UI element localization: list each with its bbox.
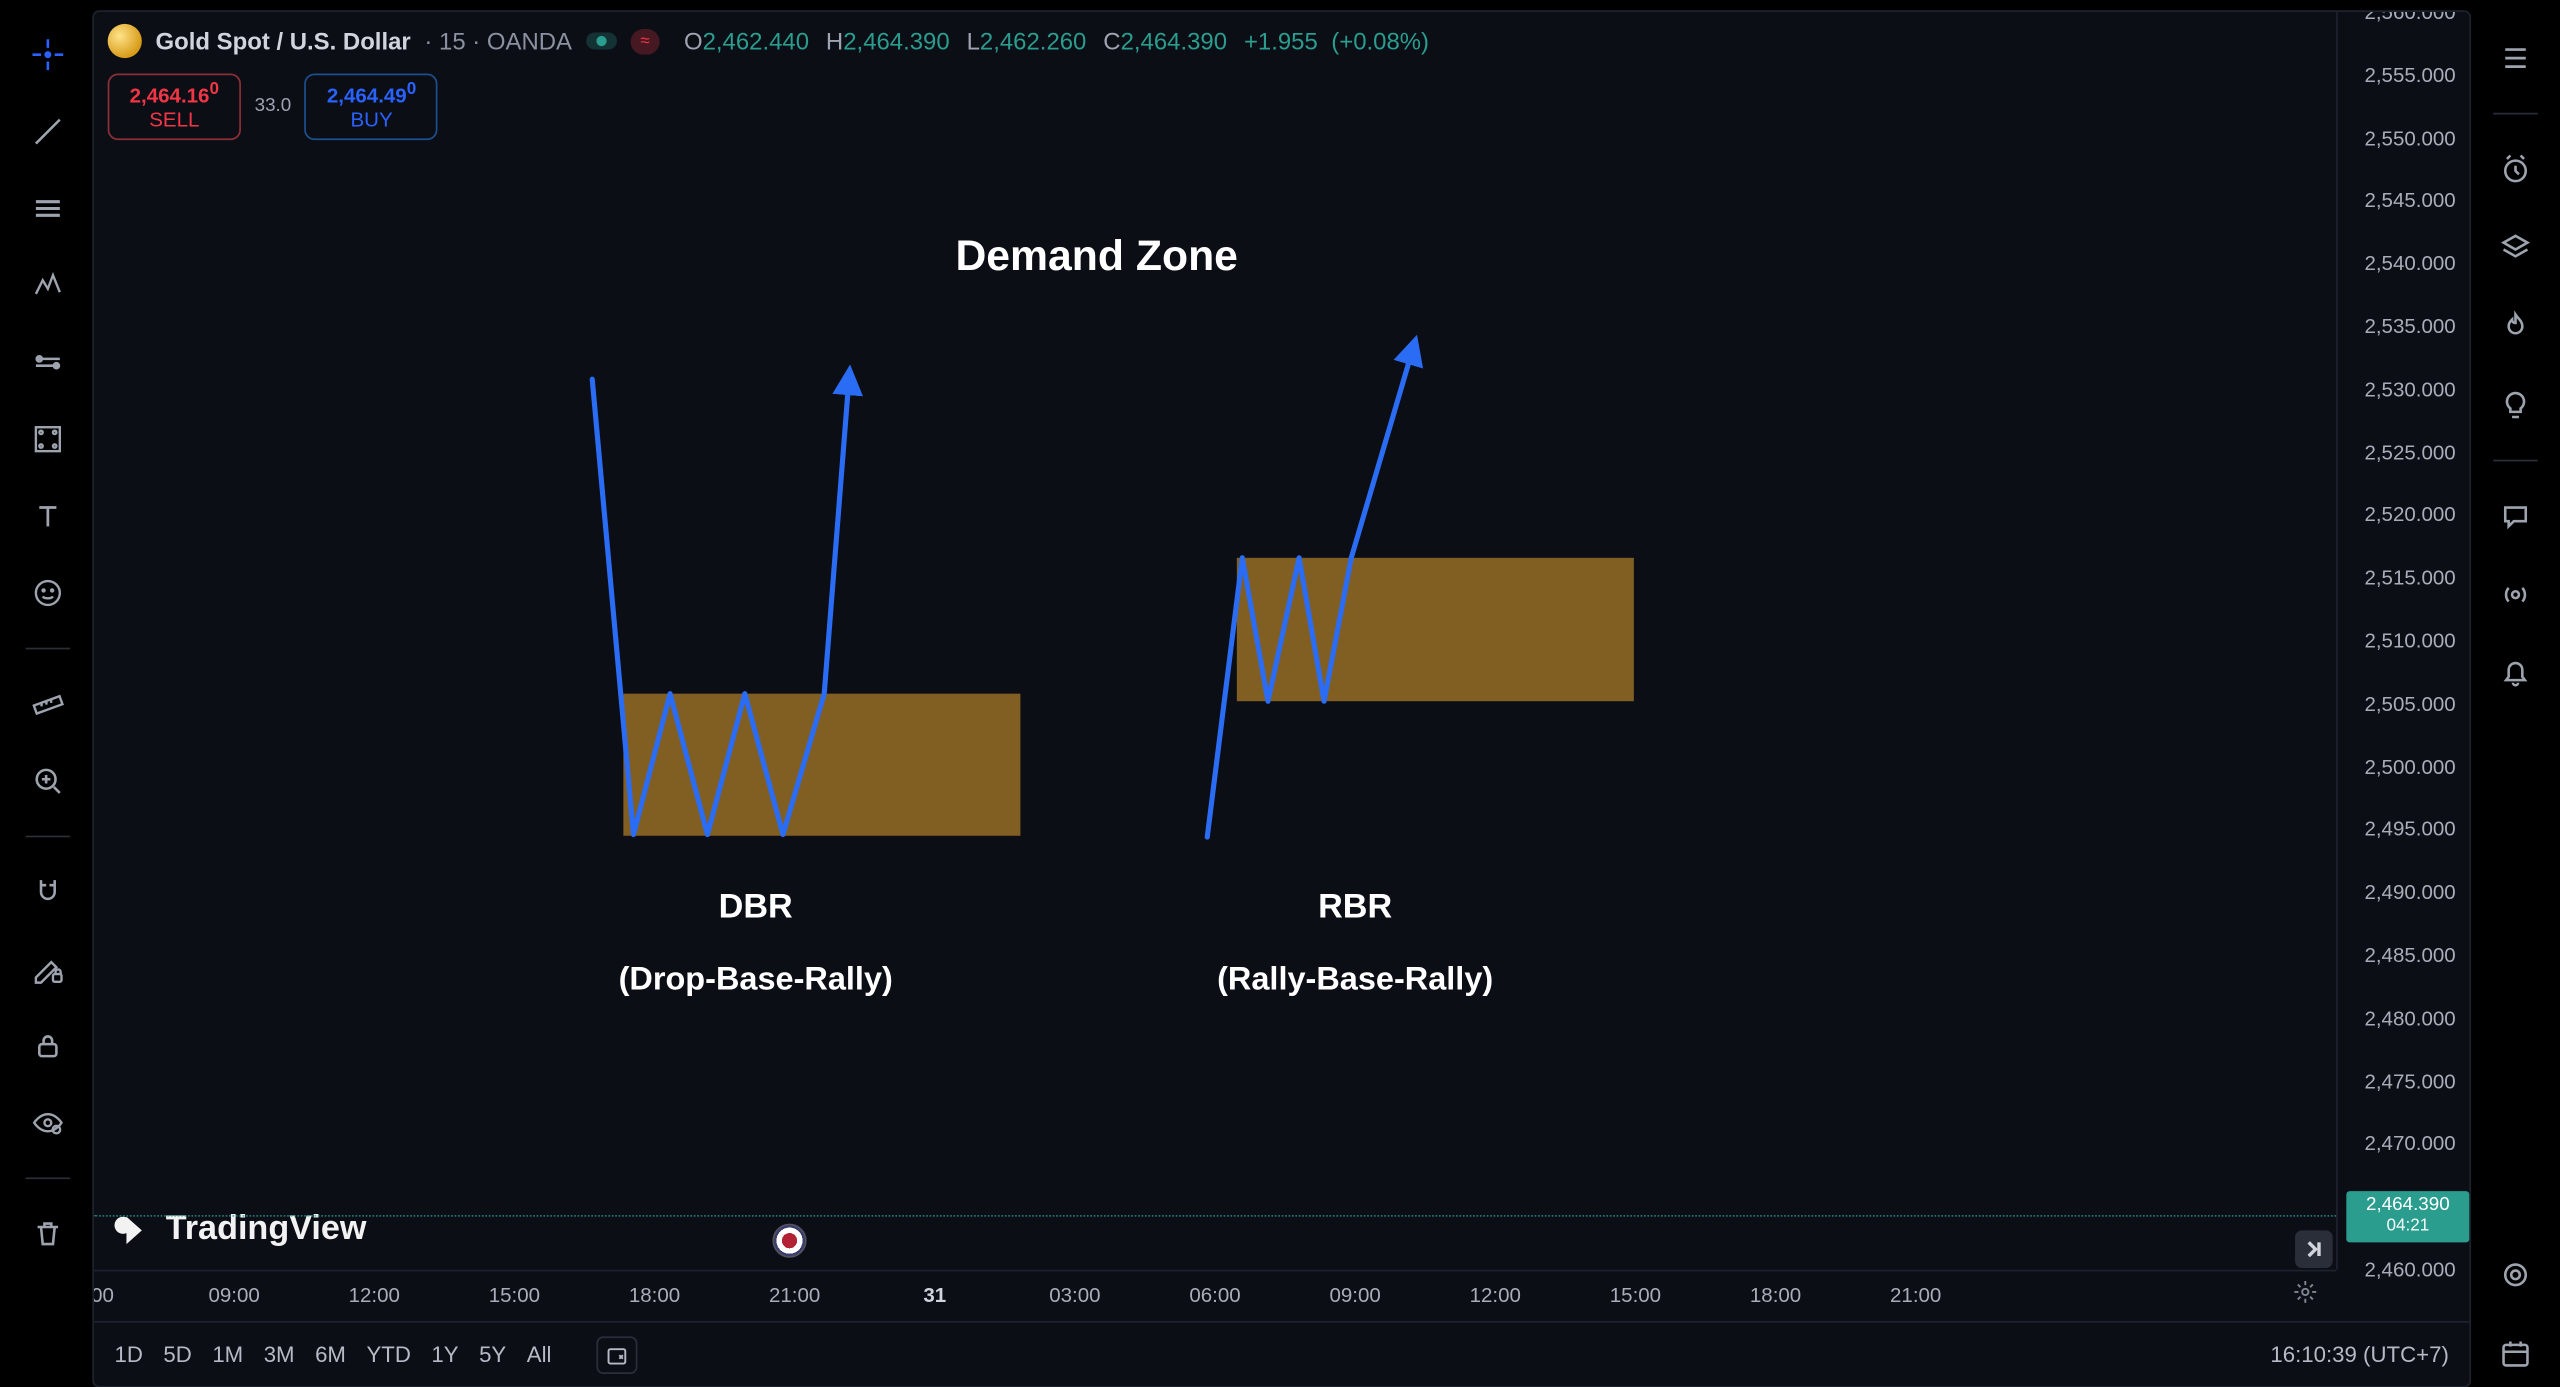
calendar-icon[interactable] xyxy=(2492,1330,2540,1378)
timeframe-toolbar: 1D 5D 1M 3M 6M YTD 1Y 5Y All 16:10:39 (UTC+7) xyxy=(94,1321,2469,1386)
layers-icon[interactable] xyxy=(2492,224,2540,272)
chart-overlay[interactable] xyxy=(94,12,2469,1386)
timeframe-5d[interactable]: 5D xyxy=(163,1341,191,1367)
buy-button[interactable]: 2,464.490 BUY xyxy=(305,73,438,139)
chart-label[interactable]: RBR xyxy=(1318,888,1392,927)
one-click-trade: 2,464.160 SELL 33.0 2,464.490 BUY xyxy=(108,73,439,139)
timeframe-6m[interactable]: 6M xyxy=(315,1341,346,1367)
ruler-tool[interactable] xyxy=(21,677,76,732)
target-icon[interactable] xyxy=(2492,1251,2540,1299)
timeframe-ytd[interactable]: YTD xyxy=(366,1341,410,1367)
crosshair-tool[interactable] xyxy=(21,27,76,82)
hlines-tool[interactable] xyxy=(21,181,76,236)
shapes-tool[interactable] xyxy=(21,412,76,467)
timeframe-1d[interactable]: 1D xyxy=(114,1341,142,1367)
gann-tool[interactable] xyxy=(21,335,76,390)
symbol-interval: · 15 · OANDA xyxy=(424,27,572,54)
spread-field[interactable]: 33.0 xyxy=(255,96,292,117)
sell-button[interactable]: 2,464.160 SELL xyxy=(108,73,241,139)
chart-label[interactable]: (Drop-Base-Rally) xyxy=(619,963,893,1001)
current-price-line xyxy=(94,1214,2336,1216)
symbol-header: Gold Spot / U.S. Dollar · 15 · OANDA ≈ O… xyxy=(94,12,2336,70)
hotlist-icon[interactable] xyxy=(2492,302,2540,350)
timeframe-5y[interactable]: 5Y xyxy=(479,1341,506,1367)
goto-date-button[interactable] xyxy=(596,1336,637,1374)
notifications-icon[interactable] xyxy=(2492,649,2540,697)
trash-tool[interactable] xyxy=(21,1206,76,1261)
timeframe-3m[interactable]: 3M xyxy=(264,1341,295,1367)
scroll-to-latest-button[interactable] xyxy=(2295,1230,2333,1268)
lightbulb-icon[interactable] xyxy=(2492,381,2540,429)
zoom-tool[interactable] xyxy=(21,754,76,809)
lock-tool[interactable] xyxy=(21,1019,76,1074)
timeframe-all[interactable]: All xyxy=(527,1341,552,1367)
chart-panel: Gold Spot / U.S. Dollar · 15 · OANDA ≈ O… xyxy=(92,10,2471,1387)
pencil-lock-tool[interactable] xyxy=(21,942,76,997)
delay-pill: ≈ xyxy=(630,28,660,54)
chart-title[interactable]: Demand Zone xyxy=(955,232,1237,282)
text-tool[interactable] xyxy=(21,489,76,544)
emoji-tool[interactable] xyxy=(21,566,76,621)
alerts-clock-icon[interactable] xyxy=(2492,145,2540,193)
symbol-avatar xyxy=(108,24,142,58)
trend-line-tool[interactable] xyxy=(21,104,76,159)
magnet-tool[interactable] xyxy=(21,865,76,920)
visibility-tool[interactable] xyxy=(21,1095,76,1150)
chart-label[interactable]: (Rally-Base-Rally) xyxy=(1217,963,1493,1001)
pitchfork-tool[interactable] xyxy=(21,258,76,313)
symbol-title[interactable]: Gold Spot / U.S. Dollar xyxy=(156,27,411,54)
clock: 16:10:39 (UTC+7) xyxy=(2270,1341,2448,1367)
drawing-toolbar xyxy=(10,10,85,1377)
right-panel-rail xyxy=(2481,10,2549,1377)
market-status-pill xyxy=(586,32,617,49)
watchlist-icon[interactable] xyxy=(2492,34,2540,82)
timeframe-1y[interactable]: 1Y xyxy=(431,1341,458,1367)
ohlc-readout: O2,462.440 H2,464.390 L2,462.260 C2,464.… xyxy=(674,27,1429,54)
chat-icon[interactable] xyxy=(2492,492,2540,540)
dbr-zone[interactable] xyxy=(623,694,1020,836)
timeframe-1m[interactable]: 1M xyxy=(212,1341,243,1367)
broadcast-icon[interactable] xyxy=(2492,571,2540,619)
chart-label[interactable]: DBR xyxy=(719,888,793,927)
